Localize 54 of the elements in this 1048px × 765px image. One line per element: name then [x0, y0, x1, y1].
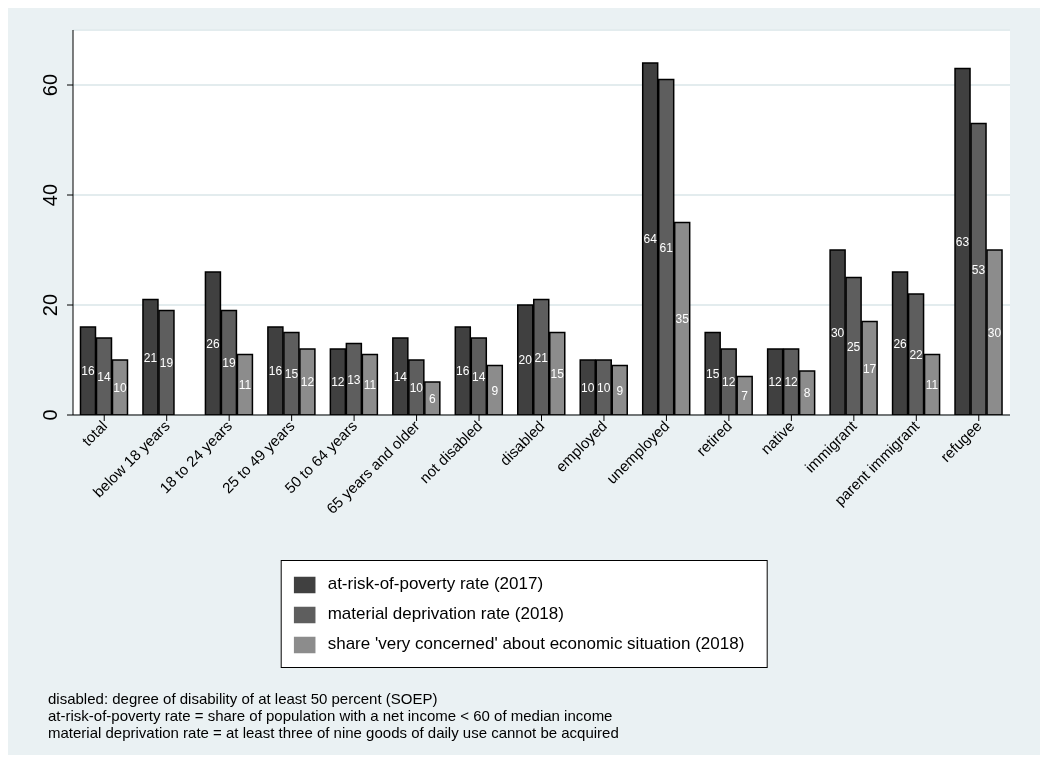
y-tick-label: 0: [39, 409, 61, 421]
data-label: 12: [784, 375, 799, 390]
data-label: 19: [222, 356, 236, 371]
data-label: 10: [581, 380, 595, 395]
data-label: 61: [659, 240, 674, 255]
data-label: 12: [331, 375, 345, 390]
y-tick-label: 20: [39, 293, 61, 317]
data-label: 16: [456, 364, 470, 379]
text: disabled: degree of disability of at least 50 percent (SOEP): [48, 690, 439, 707]
data-label: 16: [81, 364, 95, 379]
data-label: 14: [393, 369, 408, 384]
data-label: 10: [113, 380, 127, 395]
text: material deprivation rate = at least three of nine goods of daily use cannot be acquired: [48, 724, 620, 741]
data-label: 64: [643, 232, 658, 247]
data-label: 9: [491, 383, 499, 398]
data-label: 12: [721, 375, 736, 390]
text: at-risk-of-poverty rate = share of population with a net income < 60 of median income: [48, 707, 614, 724]
data-label: 10: [597, 380, 611, 395]
data-label: 26: [206, 336, 220, 351]
data-label: 17: [862, 361, 877, 376]
data-label: 21: [534, 350, 549, 365]
data-label: 30: [830, 325, 845, 340]
data-label: 12: [300, 375, 315, 390]
data-label: 16: [268, 364, 283, 379]
data-label: 6: [428, 391, 436, 406]
data-label: 7: [741, 389, 749, 404]
data-label: 26: [893, 336, 908, 351]
data-label: 8: [803, 386, 811, 401]
y-tick-label: 60: [39, 73, 61, 97]
data-label: 22: [909, 347, 924, 362]
data-label: 11: [925, 378, 939, 393]
data-label: 9: [616, 383, 624, 398]
data-label: 19: [159, 356, 174, 371]
data-label: 30: [987, 325, 1002, 340]
data-label: 53: [971, 262, 986, 277]
data-label: 15: [550, 367, 565, 382]
data-label: 11: [238, 378, 252, 393]
legend-label: at-risk-of-poverty rate (2017): [327, 574, 544, 593]
data-label: 21: [143, 350, 158, 365]
data-label: 35: [675, 312, 690, 327]
data-label: 15: [705, 367, 720, 382]
data-label: 14: [472, 369, 486, 384]
legend-label: share 'very concerned' about economic situation (2018): [327, 634, 745, 653]
data-label: 13: [347, 372, 361, 387]
legend-label: material deprivation rate (2018): [327, 604, 564, 623]
data-label: 10: [409, 380, 424, 395]
data-label: 12: [768, 375, 783, 390]
data-label: 14: [97, 369, 111, 384]
data-label: 15: [284, 367, 299, 382]
data-label: 11: [363, 378, 377, 393]
data-label: 20: [518, 353, 533, 368]
data-label: 63: [955, 235, 970, 250]
y-tick-label: 40: [39, 183, 61, 207]
data-label: 25: [846, 339, 861, 354]
